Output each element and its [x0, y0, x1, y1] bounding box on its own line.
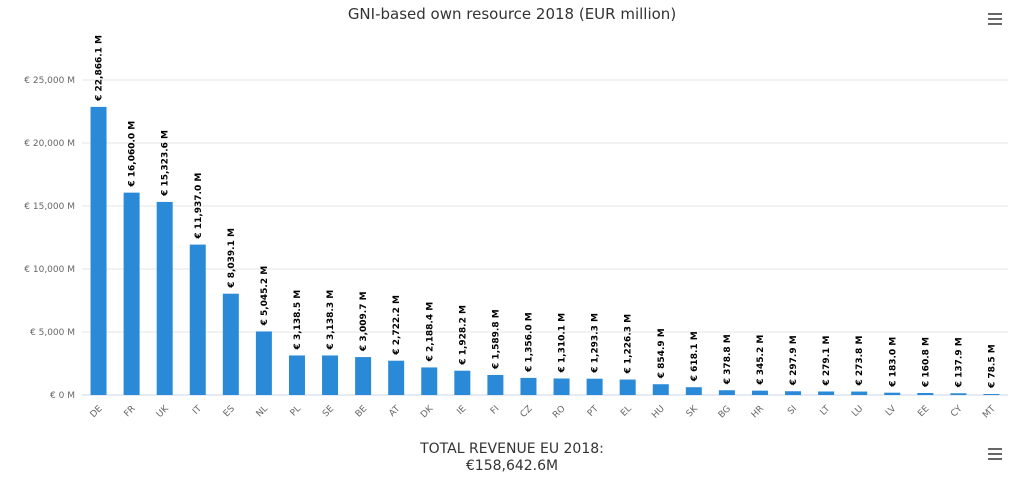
bar-bg	[718, 390, 735, 395]
bar-se	[322, 355, 339, 395]
bar-it	[189, 244, 206, 395]
x-tick-label: PL	[289, 404, 303, 418]
data-label: € 15,323.6 M	[161, 130, 171, 197]
bar-uk	[156, 201, 173, 395]
data-label: € 16,060.0 M	[128, 121, 138, 188]
bar-de	[90, 106, 107, 395]
x-tick-label: LV	[884, 403, 899, 418]
data-label: € 5,045.2 M	[260, 266, 270, 327]
data-label: € 1,226.3 M	[624, 314, 634, 375]
bar-at	[388, 360, 405, 395]
bar-mt	[983, 394, 1000, 395]
data-label: € 1,928.2 M	[458, 305, 468, 366]
total-revenue: TOTAL REVENUE EU 2018: €158,642.6M	[0, 441, 1024, 475]
x-tick-label: UK	[155, 403, 172, 420]
data-label: € 273.8 M	[855, 336, 865, 387]
chart-title: GNI-based own resource 2018 (EUR million…	[347, 5, 677, 23]
bar-sk	[685, 387, 702, 395]
bar-hu	[652, 384, 669, 395]
data-label: € 3,009.7 M	[359, 291, 369, 352]
x-tick-label: HU	[650, 404, 667, 421]
x-tick-label: FR	[123, 404, 138, 419]
total-revenue-value: €158,642.6M	[465, 458, 559, 474]
bar-pt	[586, 378, 603, 395]
data-label: € 1,589.8 M	[491, 309, 501, 370]
bar-ee	[917, 392, 934, 395]
data-label: € 160.8 M	[921, 337, 931, 388]
x-tick-label: SE	[321, 404, 336, 419]
bar-fi	[487, 374, 504, 395]
y-tick-label: € 25,000 M	[24, 76, 75, 86]
data-label: € 11,937.0 M	[194, 173, 204, 240]
total-revenue-label: TOTAL REVENUE EU 2018:	[420, 441, 604, 457]
bar-cz	[520, 377, 537, 395]
x-tick-label: AT	[387, 404, 402, 419]
data-label: € 1,310.1 M	[558, 313, 568, 374]
data-label: € 22,866.1 M	[95, 35, 105, 102]
bar-lt	[818, 391, 835, 395]
chart-menu-icon[interactable]	[988, 13, 1002, 25]
x-tick-label: SK	[685, 403, 701, 419]
y-tick-label: € 5,000 M	[30, 328, 75, 338]
x-tick-label: EL	[619, 404, 634, 419]
x-tick-label: NL	[255, 404, 270, 419]
data-label: € 137.9 M	[954, 337, 964, 388]
bar-es	[222, 293, 239, 395]
data-label: € 78.5 M	[987, 344, 997, 389]
x-tick-label: LT	[819, 404, 833, 418]
data-label: € 1,293.3 M	[591, 313, 601, 374]
x-tick-label: IT	[191, 404, 204, 417]
x-tick-label: BG	[717, 404, 733, 420]
bar-dk	[421, 367, 438, 395]
bar-ie	[454, 370, 471, 395]
x-tick-label: SI	[786, 404, 799, 417]
data-label: € 3,138.5 M	[293, 290, 303, 351]
x-tick-label: BE	[354, 404, 370, 420]
x-tick-label: EE	[916, 404, 931, 419]
x-tick-label: DK	[419, 403, 436, 420]
x-tick-label: ES	[222, 404, 237, 419]
data-label: € 8,039.1 M	[227, 228, 237, 289]
x-tick-label: IE	[455, 404, 468, 417]
x-tick-label: MT	[981, 404, 998, 421]
footer-menu-icon[interactable]	[988, 448, 1002, 460]
x-tick-label: HR	[750, 404, 766, 420]
data-label: € 854.9 M	[657, 328, 667, 379]
bar-be	[355, 357, 372, 395]
data-label: € 618.1 M	[690, 331, 700, 382]
data-label: € 345.2 M	[756, 335, 766, 386]
data-label: € 297.9 M	[789, 335, 799, 386]
data-label: € 183.0 M	[888, 337, 898, 388]
x-tick-label: RO	[551, 404, 568, 421]
bar-ro	[553, 378, 570, 395]
y-tick-label: € 0 M	[50, 391, 75, 401]
x-tick-label: LU	[850, 404, 865, 419]
data-label: € 1,356.0 M	[524, 312, 534, 373]
x-tick-label: DE	[89, 404, 105, 420]
x-tick-label: PT	[586, 404, 601, 419]
bar-chart: € 0 M € 5,000 M € 10,000 M € 15,000 M € 20,0…	[24, 35, 1008, 421]
bar-cy	[950, 393, 967, 395]
data-label: € 2,188.4 M	[425, 302, 435, 363]
data-label: € 279.1 M	[822, 335, 832, 386]
bar-lv	[884, 392, 901, 395]
bar-lu	[851, 391, 868, 395]
x-tick-label: CY	[949, 404, 965, 420]
data-label: € 2,722.2 M	[392, 295, 402, 356]
bar-hr	[751, 390, 768, 395]
y-tick-label: € 10,000 M	[24, 265, 75, 275]
bar-si	[785, 391, 802, 395]
data-label: € 378.8 M	[723, 334, 733, 385]
x-tick-label: CZ	[519, 404, 535, 420]
y-tick-label: € 15,000 M	[24, 202, 75, 212]
x-tick-label: FI	[489, 404, 502, 417]
bar-nl	[255, 331, 272, 395]
bar-el	[619, 379, 636, 395]
y-tick-label: € 20,000 M	[24, 139, 75, 149]
bar-pl	[288, 355, 305, 395]
bar-fr	[123, 192, 140, 395]
data-label: € 3,138.3 M	[326, 290, 336, 351]
